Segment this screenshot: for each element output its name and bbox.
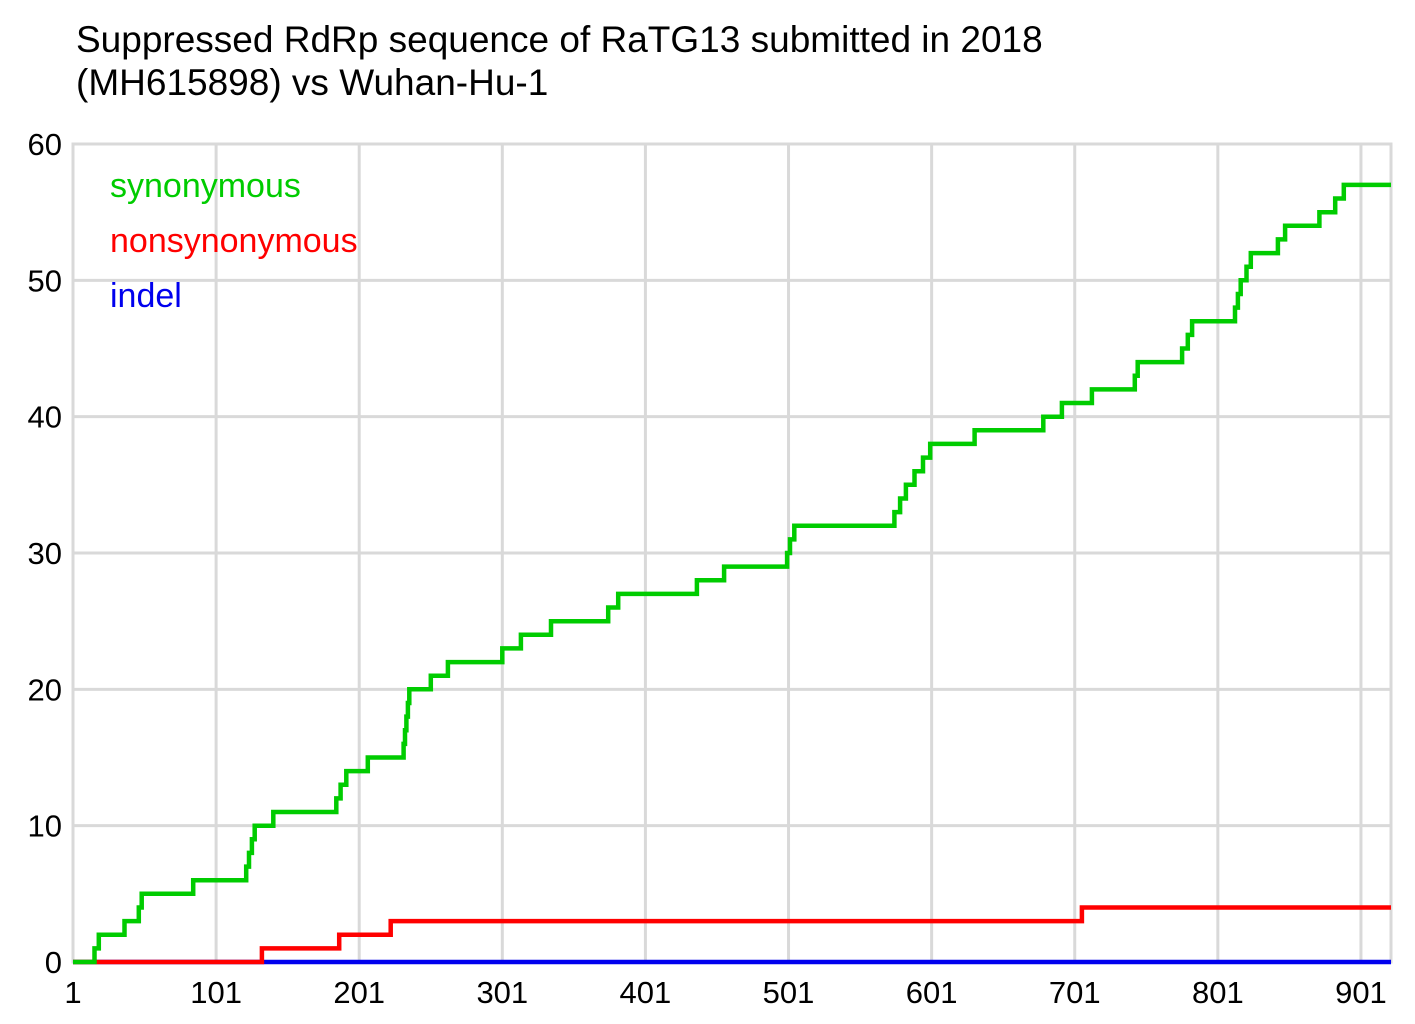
chart-title-line-2: (MH615898) vs Wuhan-Hu-1 xyxy=(76,62,549,103)
y-tick-label: 40 xyxy=(28,400,62,435)
grid-layer xyxy=(71,142,1393,964)
series-layer xyxy=(73,182,1391,965)
x-tick-label: 501 xyxy=(763,975,815,1010)
x-tick-label: 401 xyxy=(620,975,672,1010)
y-tick-label: 10 xyxy=(28,809,62,844)
y-tick-label: 0 xyxy=(45,945,62,980)
x-tick-label: 201 xyxy=(333,975,385,1010)
x-tick-label: 901 xyxy=(1335,975,1387,1010)
x-tick-label: 801 xyxy=(1192,975,1244,1010)
y-tick-label: 30 xyxy=(28,536,62,571)
chart-title-line-1: Suppressed RdRp sequence of RaTG13 submi… xyxy=(76,19,1043,60)
tick-labels: 1 101 201 301 401 501 601 701 801 901 0 10 20 30 40 50 6… xyxy=(28,127,1387,1010)
chart-title: Suppressed RdRp sequence of RaTG13 submi… xyxy=(76,18,1043,104)
y-tick-label: 20 xyxy=(28,672,62,707)
y-tick-label: 60 xyxy=(28,127,62,162)
series-line-synonymous xyxy=(73,182,1391,965)
legend-item-synonymous: synonymous xyxy=(110,167,301,205)
x-tick-label: 1 xyxy=(64,975,81,1010)
x-tick-label: 701 xyxy=(1049,975,1101,1010)
legend-item-indel: indel xyxy=(110,277,182,315)
y-tick-label: 50 xyxy=(28,263,62,298)
x-tick-label: 101 xyxy=(190,975,242,1010)
x-tick-label: 601 xyxy=(906,975,958,1010)
legend-item-nonsynonymous: nonsynonymous xyxy=(110,222,358,260)
x-tick-label: 301 xyxy=(476,975,528,1010)
legend: synonymous nonsynonymous indel xyxy=(110,167,358,315)
series-line-nonsynonymous xyxy=(73,905,1391,965)
